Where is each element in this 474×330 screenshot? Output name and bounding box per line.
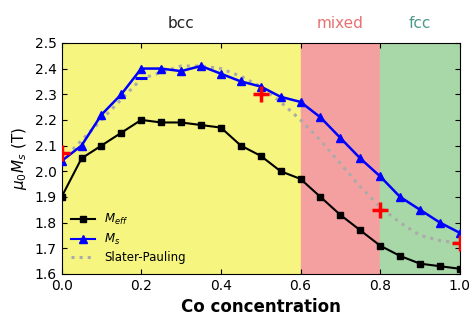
Slater-Pauling (377, 205, 383, 209)
$M_s$ (118, 92, 124, 96)
$M_{eff}$ (218, 126, 224, 130)
$M_{eff}$ (138, 118, 144, 122)
$M_s$ (218, 72, 224, 76)
Slater-Pauling (417, 233, 423, 237)
Slater-Pauling (198, 64, 204, 68)
Legend: $M_{eff}$, $M_s$, Slater-Pauling: $M_{eff}$, $M_s$, Slater-Pauling (67, 208, 189, 268)
Y-axis label: $\mu_0 M_s$ (T): $\mu_0 M_s$ (T) (10, 127, 29, 190)
$M_s$ (238, 80, 244, 83)
$M_s$ (357, 156, 363, 160)
Slater-Pauling (218, 67, 224, 71)
$M_{eff}$ (238, 144, 244, 148)
$M_{eff}$ (198, 123, 204, 127)
X-axis label: Co concentration: Co concentration (181, 298, 341, 316)
Slater-Pauling (59, 159, 64, 163)
$M_{eff}$ (318, 195, 323, 199)
$M_s$ (79, 144, 84, 148)
$M_{eff}$ (298, 177, 303, 181)
$M_s$ (158, 67, 164, 71)
$M_{eff}$ (118, 131, 124, 135)
$M_{eff}$ (59, 195, 64, 199)
$M_{eff}$ (158, 120, 164, 124)
$M_s$ (298, 100, 303, 104)
$M_{eff}$ (377, 244, 383, 248)
$M_s$ (59, 159, 64, 163)
Text: mixed: mixed (317, 16, 364, 31)
Bar (380, 43, 460, 274)
$M_{eff}$ (258, 154, 264, 158)
Slater-Pauling (318, 139, 323, 143)
$M_s$ (198, 64, 204, 68)
Slater-Pauling (178, 64, 184, 68)
Line: Slater-Pauling: Slater-Pauling (62, 66, 460, 243)
Slater-Pauling (397, 220, 403, 224)
$M_s$ (437, 220, 443, 224)
$M_{eff}$ (178, 120, 184, 124)
$M_s$ (178, 69, 184, 73)
Slater-Pauling (457, 241, 463, 245)
$M_{eff}$ (99, 144, 104, 148)
Bar (301, 43, 380, 274)
$M_{eff}$ (79, 156, 84, 160)
Text: bcc: bcc (168, 16, 194, 31)
$M_s$ (397, 195, 403, 199)
$M_s$ (377, 174, 383, 178)
Slater-Pauling (298, 118, 303, 122)
$M_s$ (99, 113, 104, 117)
$M_s$ (337, 136, 343, 140)
$M_{eff}$ (397, 254, 403, 258)
$M_s$ (417, 208, 423, 212)
Slater-Pauling (99, 118, 104, 122)
$M_{eff}$ (417, 262, 423, 266)
Slater-Pauling (357, 185, 363, 189)
$M_{eff}$ (457, 267, 463, 271)
Slater-Pauling (138, 77, 144, 81)
$M_s$ (138, 67, 144, 71)
Slater-Pauling (238, 74, 244, 78)
$M_s$ (318, 115, 323, 119)
Line: $M_{eff}$: $M_{eff}$ (58, 117, 463, 272)
$M_s$ (278, 95, 283, 99)
Bar (62, 43, 301, 274)
$M_{eff}$ (337, 213, 343, 217)
$M_s$ (258, 84, 264, 88)
Text: fcc: fcc (409, 16, 431, 31)
Slater-Pauling (278, 100, 283, 104)
$M_{eff}$ (357, 228, 363, 232)
Slater-Pauling (258, 84, 264, 88)
Slater-Pauling (437, 239, 443, 243)
Slater-Pauling (337, 162, 343, 166)
$M_{eff}$ (278, 169, 283, 173)
$M_s$ (457, 231, 463, 235)
$M_{eff}$ (437, 264, 443, 268)
Line: $M_s$: $M_s$ (57, 62, 464, 237)
